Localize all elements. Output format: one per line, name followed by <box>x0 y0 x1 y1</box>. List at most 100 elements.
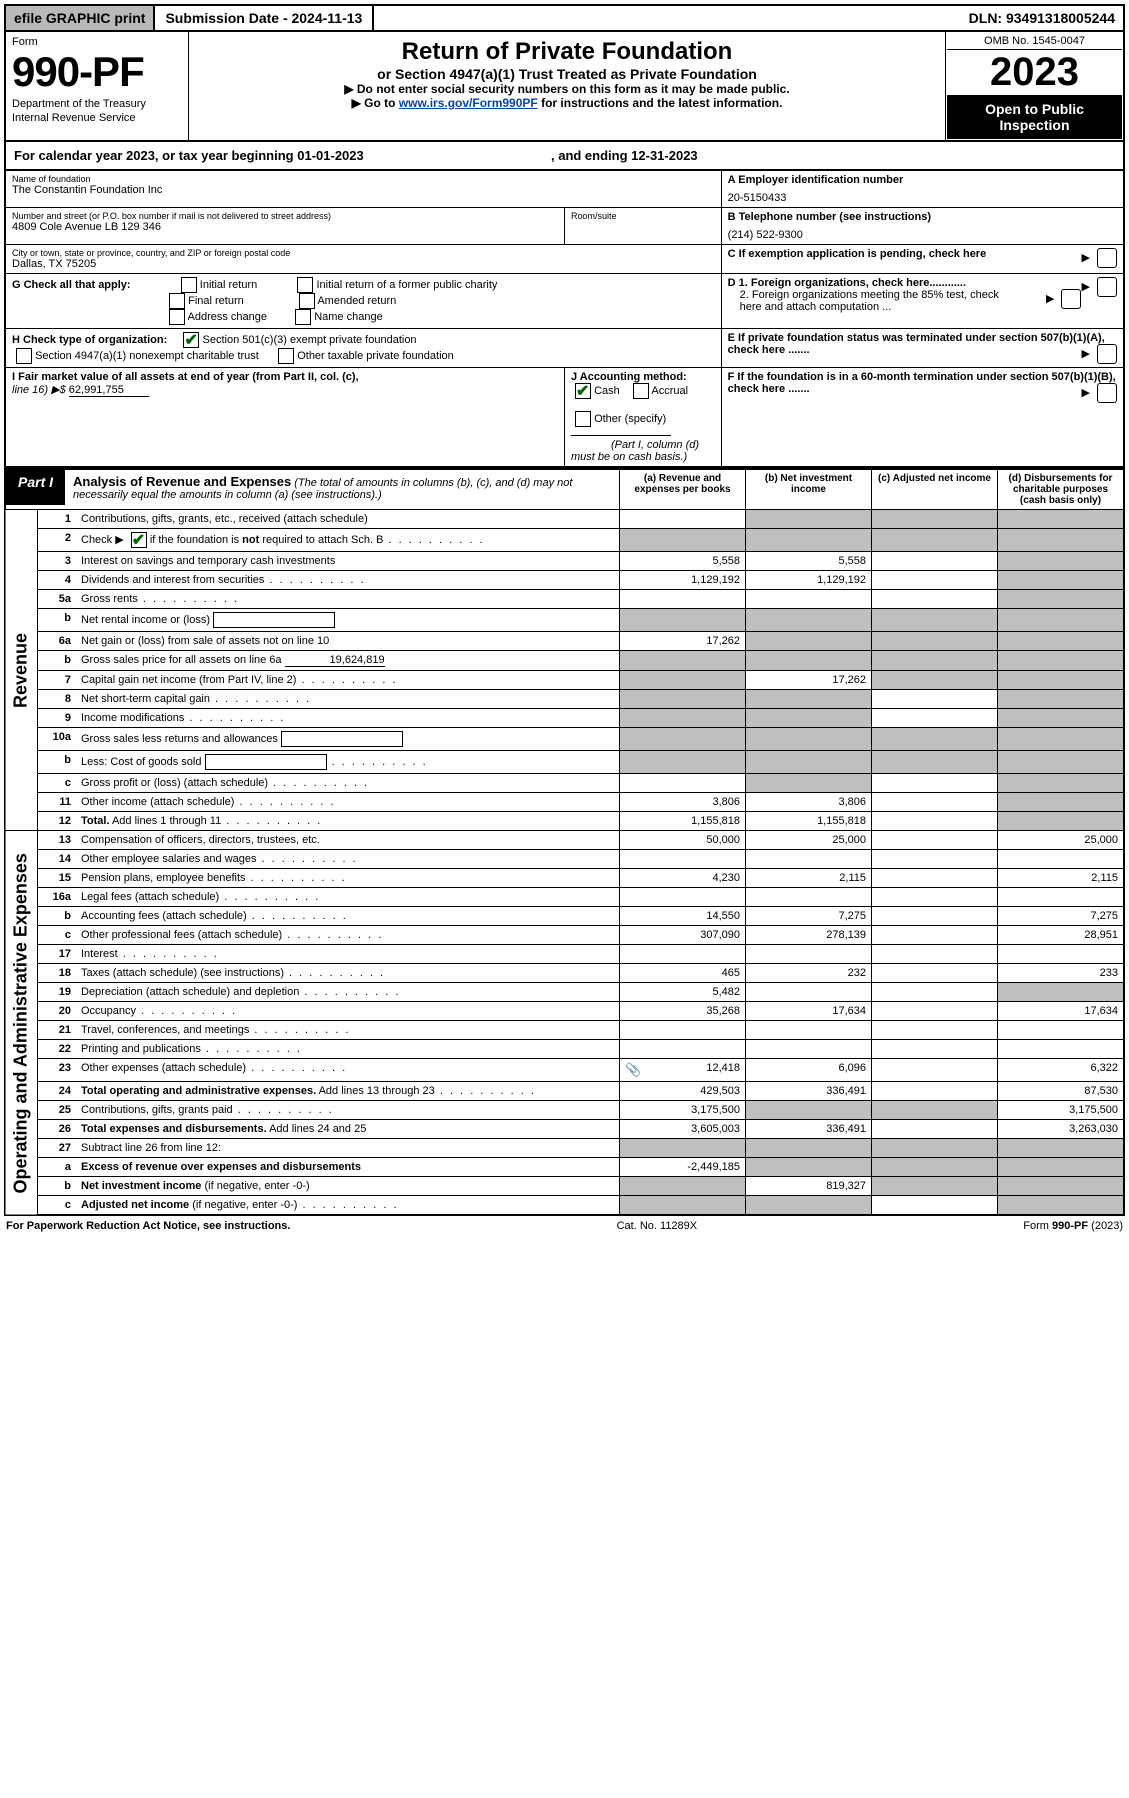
cell-b <box>746 609 872 632</box>
cell-d: 7,275 <box>998 907 1125 926</box>
line-number: 14 <box>38 850 77 869</box>
line-number: 4 <box>38 571 77 590</box>
line-desc: Other employee salaries and wages <box>76 850 620 869</box>
phone-value: (214) 522-9300 <box>728 223 1117 241</box>
cell-b <box>746 1021 872 1040</box>
top-bar: efile GRAPHIC print Submission Date - 20… <box>4 4 1125 32</box>
cell-b <box>746 1101 872 1120</box>
cell-a <box>620 1139 746 1158</box>
open-public: Open to Public Inspection <box>947 95 1122 139</box>
g-initial[interactable] <box>181 277 197 293</box>
g-amended[interactable] <box>299 293 315 309</box>
line-desc: Contributions, gifts, grants, etc., rece… <box>76 510 620 529</box>
line-number: 17 <box>38 945 77 964</box>
cell-a <box>620 1196 746 1216</box>
line-desc: Check ▶ if the foundation is not require… <box>76 529 620 552</box>
cell-d: 2,115 <box>998 869 1125 888</box>
efile-print-button[interactable]: efile GRAPHIC print <box>6 6 155 30</box>
cell-b: 25,000 <box>746 831 872 850</box>
line-number: 22 <box>38 1040 77 1059</box>
table-row: 15Pension plans, employee benefits4,2302… <box>5 869 1124 888</box>
cell-d <box>998 1196 1125 1216</box>
table-row: 27Subtract line 26 from line 12: <box>5 1139 1124 1158</box>
line-number: 16a <box>38 888 77 907</box>
table-row: 23Other expenses (attach schedule)📎12,41… <box>5 1059 1124 1082</box>
g-name[interactable] <box>295 309 311 325</box>
city-value: Dallas, TX 75205 <box>12 258 715 270</box>
j-other[interactable] <box>575 411 591 427</box>
e-checkbox[interactable] <box>1097 344 1117 364</box>
cell-c <box>872 609 998 632</box>
g-address[interactable] <box>169 309 185 325</box>
line-number: 3 <box>38 552 77 571</box>
line-number: 15 <box>38 869 77 888</box>
instr-ssn: ▶ Do not enter social security numbers o… <box>199 82 935 96</box>
d2-checkbox[interactable] <box>1061 289 1081 309</box>
col-d-header: (d) Disbursements for charitable purpose… <box>998 469 1125 510</box>
j-cash[interactable] <box>575 383 591 399</box>
line-desc: Net investment income (if negative, ente… <box>76 1177 620 1196</box>
d1-label: D 1. Foreign organizations, check here..… <box>728 277 966 289</box>
cell-d: 87,530 <box>998 1082 1125 1101</box>
line-number: 6a <box>38 632 77 651</box>
cell-b: 819,327 <box>746 1177 872 1196</box>
schb-checkbox[interactable] <box>131 532 147 548</box>
cell-a <box>620 1177 746 1196</box>
cell-c <box>872 888 998 907</box>
h-501c3[interactable] <box>183 332 199 348</box>
line-number: b <box>38 651 77 671</box>
cell-d <box>998 1158 1125 1177</box>
line-number: 12 <box>38 812 77 831</box>
h-other-tax[interactable] <box>278 348 294 364</box>
line-desc: Compensation of officers, directors, tru… <box>76 831 620 850</box>
cell-c <box>872 510 998 529</box>
form-number: 990-PF <box>12 48 182 96</box>
col-a-header: (a) Revenue and expenses per books <box>620 469 746 510</box>
line-desc: Total expenses and disbursements. Add li… <box>76 1120 620 1139</box>
cell-d <box>998 983 1125 1002</box>
h-4947[interactable] <box>16 348 32 364</box>
revenue-side-label: Revenue <box>5 510 38 831</box>
table-row: 5aGross rents <box>5 590 1124 609</box>
line-number: c <box>38 774 77 793</box>
cell-b <box>746 850 872 869</box>
irs-link[interactable]: www.irs.gov/Form990PF <box>399 96 538 110</box>
attach-icon[interactable]: 📎 <box>625 1062 641 1078</box>
cell-d <box>998 888 1125 907</box>
cell-a <box>620 1040 746 1059</box>
cell-a: 1,155,818 <box>620 812 746 831</box>
cell-b: 6,096 <box>746 1059 872 1082</box>
line-desc: Subtract line 26 from line 12: <box>76 1139 620 1158</box>
cell-d <box>998 609 1125 632</box>
g-initial-former[interactable] <box>297 277 313 293</box>
j-accrual[interactable] <box>633 383 649 399</box>
cell-c <box>872 850 998 869</box>
line-desc: Legal fees (attach schedule) <box>76 888 620 907</box>
line-number: 1 <box>38 510 77 529</box>
irs-label: Internal Revenue Service <box>12 112 182 124</box>
cell-c <box>872 728 998 751</box>
table-row: cGross profit or (loss) (attach schedule… <box>5 774 1124 793</box>
cell-c <box>872 1158 998 1177</box>
cell-c <box>872 751 998 774</box>
cell-d <box>998 671 1125 690</box>
cell-a <box>620 510 746 529</box>
col-c-header: (c) Adjusted net income <box>872 469 998 510</box>
f-checkbox[interactable] <box>1097 383 1117 403</box>
line-desc: Net short-term capital gain <box>76 690 620 709</box>
cell-d <box>998 728 1125 751</box>
table-row: 25Contributions, gifts, grants paid3,175… <box>5 1101 1124 1120</box>
cell-b <box>746 529 872 552</box>
cell-c <box>872 1059 998 1082</box>
line-number: 27 <box>38 1139 77 1158</box>
line-number: a <box>38 1158 77 1177</box>
cell-a: 429,503 <box>620 1082 746 1101</box>
cell-d: 3,263,030 <box>998 1120 1125 1139</box>
g-final[interactable] <box>169 293 185 309</box>
cell-c <box>872 1196 998 1216</box>
c-checkbox[interactable] <box>1097 248 1117 268</box>
cell-c <box>872 552 998 571</box>
col-b-header: (b) Net investment income <box>746 469 872 510</box>
form-word: Form <box>12 36 182 48</box>
d1-checkbox[interactable] <box>1097 277 1117 297</box>
